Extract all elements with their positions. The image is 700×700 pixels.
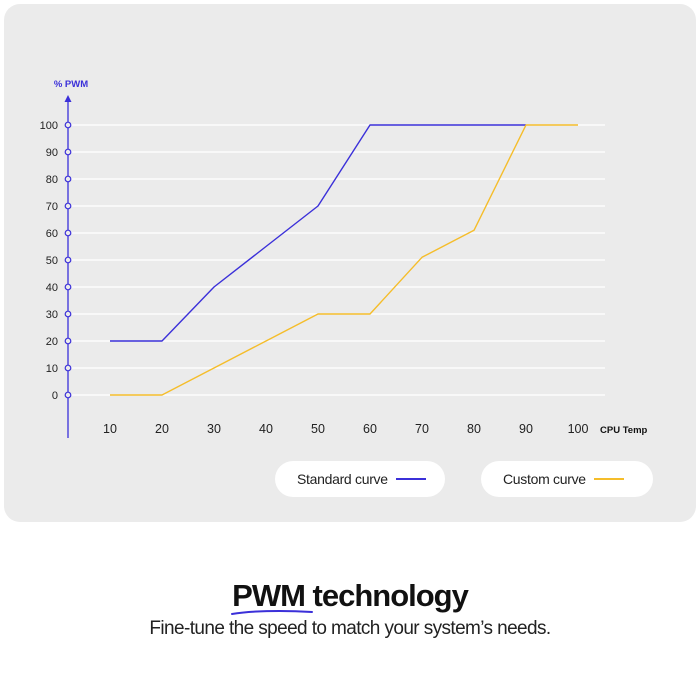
y-tick-marker	[64, 337, 72, 345]
y-tick-label: 10	[46, 363, 58, 375]
y-tick-marker	[64, 364, 72, 372]
fan-curve-chart: % PWM 0 10 20 30 40 50 60 70 80 90 100 10 20 30 40 50 60 7…	[40, 79, 648, 438]
y-tick-label: 50	[46, 255, 58, 267]
y-tick-marker	[64, 202, 72, 210]
title-rest-text: technology	[304, 578, 469, 613]
y-tick-label: 0	[52, 390, 58, 402]
y-tick-marker	[64, 229, 72, 237]
x-tick-label: 40	[259, 422, 273, 436]
y-tick-label: 20	[46, 336, 58, 348]
page-title: PWM technology	[0, 578, 700, 615]
legend-swatch-standard	[395, 478, 426, 480]
x-tick-label: 20	[155, 422, 169, 436]
y-tick-marker	[64, 175, 72, 183]
title-highlight-text: PWM	[232, 578, 306, 613]
x-tick-label: 90	[519, 422, 533, 436]
x-axis-title: CPU Temp	[600, 425, 648, 436]
y-tick-marker	[64, 256, 72, 264]
x-tick-label: 30	[207, 422, 221, 436]
chart-card	[4, 4, 696, 522]
series-line-standard	[110, 124, 526, 342]
series-line-custom	[110, 124, 578, 396]
x-tick-label: 80	[467, 422, 481, 436]
y-tick-marker	[64, 148, 72, 156]
y-tick-label: 80	[46, 174, 58, 186]
y-tick-label: 90	[46, 147, 58, 159]
y-tick-label: 100	[40, 120, 58, 132]
y-tick-marker	[64, 310, 72, 318]
title-highlight-word: PWM	[231, 578, 314, 615]
y-tick-label: 40	[46, 282, 58, 294]
x-tick-label: 50	[311, 422, 325, 436]
y-tick-label: 60	[46, 228, 58, 240]
y-tick-label: 30	[46, 309, 58, 321]
legend-label-custom: Custom curve	[503, 471, 586, 487]
y-tick-marker	[64, 391, 72, 399]
legend-item-standard: Standard curve	[275, 461, 445, 497]
legend-swatch-custom	[593, 478, 624, 480]
y-tick-label: 70	[46, 201, 58, 213]
title-underline-stroke	[231, 609, 314, 615]
x-tick-label: 10	[103, 422, 117, 436]
x-tick-label: 60	[363, 422, 377, 436]
x-tick-label: 70	[415, 422, 429, 436]
legend-item-custom: Custom curve	[481, 461, 653, 497]
page-subtitle: Fine-tune the speed to match your system…	[149, 618, 551, 639]
y-tick-marker	[64, 283, 72, 291]
x-tick-label: 100	[568, 422, 589, 436]
legend-label-standard: Standard curve	[297, 471, 388, 487]
y-axis-title: % PWM	[54, 79, 88, 90]
y-tick-marker	[64, 121, 72, 129]
y-axis-arrow-icon	[64, 95, 72, 102]
